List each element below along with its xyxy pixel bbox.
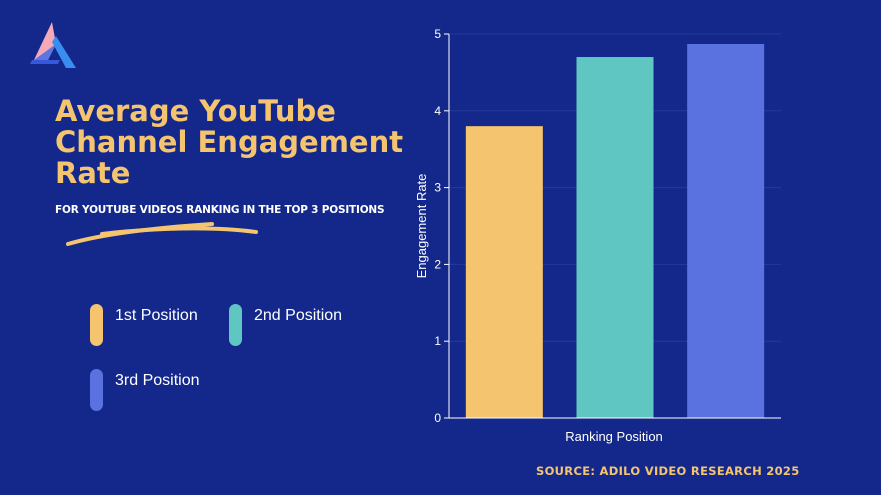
underline-swoosh — [66, 222, 258, 246]
adilo-logo-icon — [30, 22, 76, 68]
y-tick-label: 4 — [434, 104, 441, 118]
chart-title: Average YouTube Channel Engagement Rate — [55, 94, 404, 190]
legend-label: 2nd Position — [254, 307, 343, 324]
y-tick-label: 2 — [434, 257, 441, 271]
legend-label: 1st Position — [115, 307, 198, 324]
legend-item-1: 1st Position — [90, 304, 198, 346]
y-tick-label: 3 — [434, 181, 441, 195]
chart-subtitle: FOR YOUTUBE VIDEOS RANKING IN THE TOP 3 … — [55, 204, 385, 216]
source-note: SOURCE: ADILO VIDEO RESEARCH 2025 — [536, 464, 800, 478]
x-axis-label: Ranking Position — [565, 429, 663, 444]
legend-swatch — [90, 369, 103, 411]
legend-item-2: 2nd Position — [229, 304, 342, 346]
y-axis-label: Engagement Rate — [414, 174, 429, 279]
legend-label: 3rd Position — [115, 372, 200, 389]
y-tick-label: 5 — [434, 27, 441, 41]
legend-swatch — [90, 304, 103, 346]
y-tick-label: 1 — [434, 334, 441, 348]
bar-3 — [687, 43, 765, 418]
legend-swatch — [229, 304, 242, 346]
bar-2 — [576, 57, 654, 418]
y-tick-label: 0 — [434, 411, 441, 425]
legend-item-3: 3rd Position — [90, 369, 200, 411]
bar-1 — [465, 126, 543, 418]
